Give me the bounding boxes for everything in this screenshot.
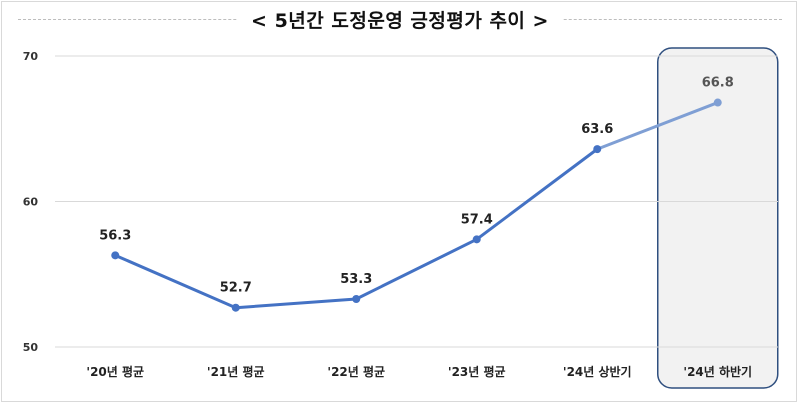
data-label: 56.3 [99,228,131,243]
series-line-segment [234,297,358,310]
data-label: 57.4 [461,212,493,227]
y-tick-label: 70 [23,50,39,63]
series-line-segment [595,101,720,151]
series-line-segment [113,253,238,310]
data-point [593,145,602,154]
data-label: 63.6 [581,122,613,137]
y-tick-label: 50 [23,341,39,354]
y-tick-label: 60 [23,196,39,209]
data-label: 53.3 [340,272,372,287]
data-point [713,98,722,107]
series-line-segment [354,237,479,301]
title-wrap: < 5년간 도정운영 긍정평가 추이 > [0,6,800,33]
data-point [231,303,240,312]
x-tick-label: '24년 상반기 [563,364,632,379]
x-axis-ticks: '20년 평균 '21년 평균 '22년 평균 '23년 평균 '24년 상반기 '24년… [86,364,752,379]
data-label: 52.7 [220,281,252,296]
x-tick-label: '22년 평균 [327,365,385,379]
data-point [111,251,120,260]
series-points [111,98,722,312]
chart-title: < 5년간 도정운영 긍정평가 추이 > [237,6,563,33]
x-tick-label: '20년 평균 [86,365,144,379]
data-labels: 56.3 52.7 53.3 57.4 63.6 66.8 [99,76,734,296]
series-line-segment [475,147,599,241]
series-lines [113,101,720,310]
x-tick-label: '21년 평균 [207,365,265,379]
x-tick-label: '24년 하반기 [683,364,752,379]
data-label: 66.8 [702,76,734,91]
x-tick-label: '23년 평균 [448,365,506,379]
data-point [472,235,481,244]
y-axis-ticks: 50 60 70 [23,50,39,354]
highlight-box [657,47,779,389]
gridlines [55,55,778,348]
data-point [352,294,361,303]
